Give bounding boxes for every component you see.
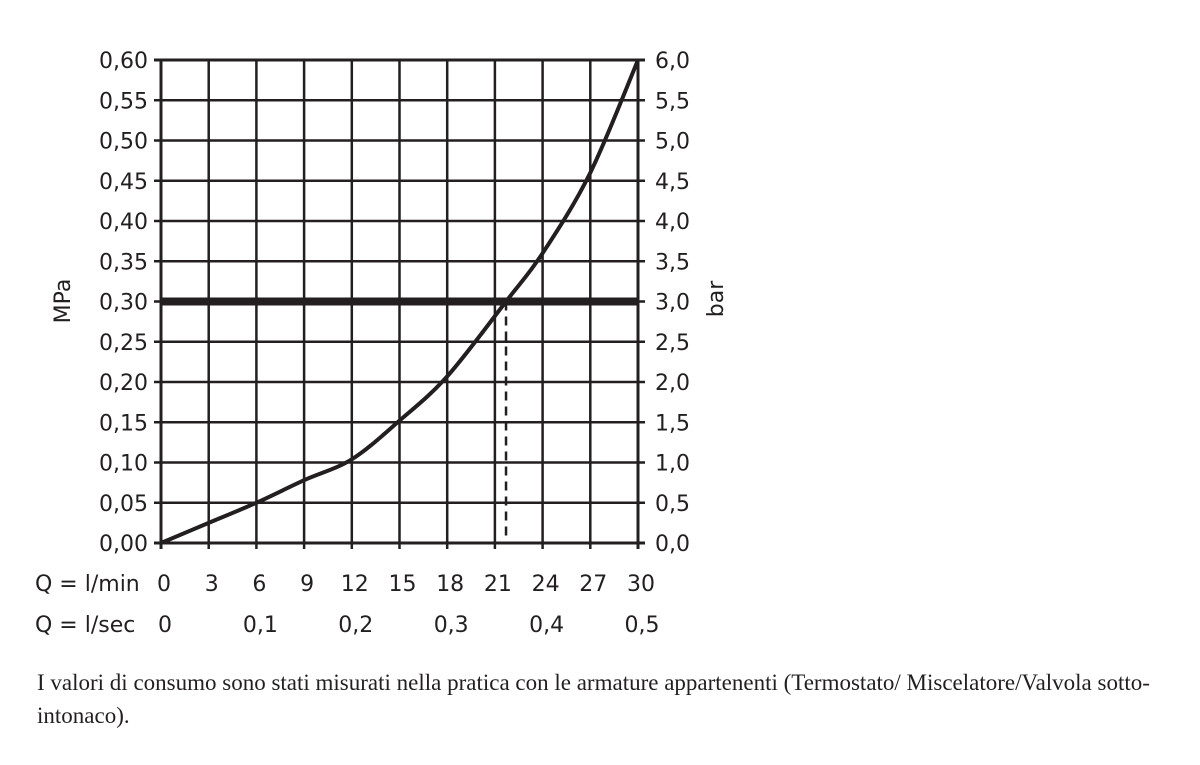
- y-tick-label-right: 3,0: [655, 291, 690, 316]
- y-tick-label-left: 0,20: [99, 371, 148, 396]
- x-tick-label: 24: [532, 572, 560, 597]
- x-tick-label-secondary: 0,5: [625, 613, 660, 638]
- x-tick-label-secondary: 0,4: [529, 613, 564, 638]
- y-tick-label-left: 0,45: [99, 170, 148, 195]
- x-tick-label: 18: [436, 572, 464, 597]
- pressure-flow-chart: 0 3 6 9 12 15 18 21 24 27 300,00 0,00,05 0,50,10 1,00…: [35, 49, 729, 638]
- x-tick-label: 0: [157, 572, 171, 597]
- x-tick-label: 9: [300, 572, 314, 597]
- y-tick-label-left: 0,15: [99, 411, 148, 436]
- y-tick-label-right: 0,5: [655, 492, 690, 517]
- y-tick-label-left: 0,35: [99, 250, 148, 275]
- y-tick-label-left: 0,05: [99, 492, 148, 517]
- y-tick-label-right: 1,5: [655, 411, 690, 436]
- y-tick-label-left: 0,00: [99, 532, 148, 557]
- x-tick-label-secondary: 0,3: [434, 613, 469, 638]
- tick-labels: 0 3 6 9 12 15 18 21 24 27 300,00 0,00,05 0,50,10 1,00…: [99, 49, 690, 638]
- x-tick-label: 30: [627, 572, 655, 597]
- grid: [154, 58, 645, 549]
- y-tick-label-left: 0,55: [99, 89, 148, 114]
- x-tick-label-secondary: 0,1: [243, 613, 278, 638]
- caption: I valori di consumo sono stati misurati …: [37, 670, 1150, 728]
- series-line: [160, 59, 640, 545]
- x-tick-label-secondary: 0,2: [338, 613, 373, 638]
- x-axis-label: Q = l/min: [35, 572, 140, 597]
- y-tick-label-right: 5,5: [655, 89, 690, 114]
- y-tick-label-right: 6,0: [655, 49, 690, 74]
- x-tick-label-secondary: 0: [158, 613, 172, 638]
- x-tick-label: 21: [484, 572, 512, 597]
- y-tick-label-right: 4,5: [655, 170, 690, 195]
- x-tick-label: 3: [205, 572, 219, 597]
- y-tick-label-right: 4,0: [655, 210, 690, 235]
- x-axis-label-secondary: Q = l/sec: [35, 613, 135, 638]
- y-tick-label-right: 2,0: [655, 371, 690, 396]
- y-tick-label-left: 0,60: [99, 49, 148, 74]
- y-tick-label-right: 0,0: [655, 532, 690, 557]
- y-tick-label-left: 0,10: [99, 452, 148, 477]
- y-tick-label-left: 0,40: [99, 210, 148, 235]
- x-tick-label: 27: [579, 572, 607, 597]
- y-tick-label-left: 0,25: [99, 331, 148, 356]
- y-tick-label-right: 5,0: [655, 130, 690, 155]
- y-tick-label-left: 0,50: [99, 130, 148, 155]
- x-tick-label: 6: [252, 572, 266, 597]
- y-axis-label-left: MPa: [51, 279, 76, 324]
- y-tick-label-right: 3,5: [655, 250, 690, 275]
- y-axis-label-right: bar: [704, 280, 729, 317]
- y-tick-label-left: 0,30: [99, 291, 148, 316]
- x-tick-label: 12: [341, 572, 369, 597]
- x-tick-label: 15: [389, 572, 417, 597]
- y-tick-label-right: 1,0: [655, 452, 690, 477]
- y-tick-label-right: 2,5: [655, 331, 690, 356]
